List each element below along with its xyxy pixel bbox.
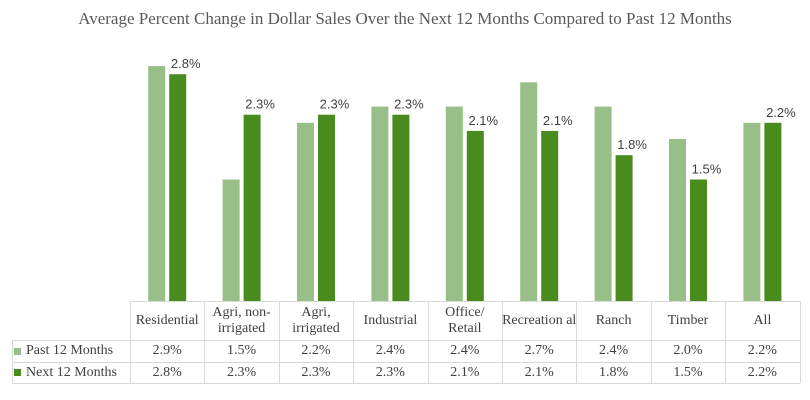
table-line [130,301,131,383]
bar-next [169,74,187,301]
table-line [353,301,355,383]
table-value: 2.7% [524,343,554,358]
table-line [12,362,800,363]
bar-next [318,114,335,301]
bar-past [669,139,686,301]
table-value: 2.3% [375,364,405,380]
category-label: Industrial [363,312,418,328]
bar-next [690,179,707,301]
table-line [12,383,800,384]
category-label: Timber [667,312,709,328]
table-value: 2.4% [599,343,629,358]
legend-row: Next 12 Months [0,362,130,383]
bar-next [615,155,633,301]
table-line [502,301,503,383]
table-line [130,301,800,302]
table-value: 2.4% [375,343,405,358]
bar-past [148,66,166,301]
table-value: 2.8% [152,364,182,380]
table-line [12,340,800,341]
bar-past [743,122,761,301]
table-value: 2.1% [450,364,480,380]
table-value: 2.4% [450,343,480,358]
data-label: 2.2% [766,105,796,120]
table-value: 2.9% [152,343,182,358]
bar-past [222,179,240,301]
table-line [799,301,801,383]
legend-label: Next 12 Months [26,364,117,380]
category-label: All [753,312,772,328]
chart-title: Average Percent Change in Dollar Sales O… [78,9,732,28]
legend-key [14,347,21,355]
data-label: 2.3% [394,97,424,112]
table-value: 2.1% [524,364,554,380]
legend-row: Past 12 Months [0,340,130,362]
data-label: 2.1% [468,113,498,128]
category-label: Agri, irrigated [292,304,340,336]
table-value: 1.5% [673,364,703,380]
bar-past [445,106,463,301]
category-label: Office/ Retail [445,304,485,336]
bar-past [594,106,612,301]
bar-past [297,122,314,301]
data-label: 1.8% [617,137,647,152]
bar-next [764,122,782,301]
table-value: 2.2% [747,343,777,358]
table-value: 2.2% [747,364,777,380]
table-line [12,340,13,383]
table-value: 1.5% [227,343,257,358]
data-label: 2.8% [171,56,201,71]
category-label: Residential [135,312,199,328]
table-line [427,301,429,383]
bar-next [541,130,559,301]
data-label: 1.5% [692,162,722,177]
category-label: Ranch [595,312,632,328]
category-label: Recreation al [502,312,577,328]
bar-past [520,82,538,301]
data-label: 2.3% [245,97,275,112]
data-label: 2.3% [320,97,350,112]
table-line [650,301,652,383]
legend-key [14,369,21,376]
bar-past [371,106,389,301]
table-value: 1.8% [599,364,629,380]
bar-next [466,130,484,301]
category-label: Agri, non-irrigated [212,304,271,336]
table-value: 2.2% [301,343,331,358]
table-line [278,301,280,383]
bar-next [243,114,261,301]
legend-label: Past 12 Months [26,343,114,358]
table-value: 2.3% [227,364,257,380]
table-line [204,301,206,383]
table-value: 2.3% [301,364,331,380]
bar-next [392,114,410,301]
data-label: 2.1% [543,113,573,128]
table-line [725,301,727,383]
table-value: 2.0% [673,343,703,358]
table-line [576,301,578,383]
